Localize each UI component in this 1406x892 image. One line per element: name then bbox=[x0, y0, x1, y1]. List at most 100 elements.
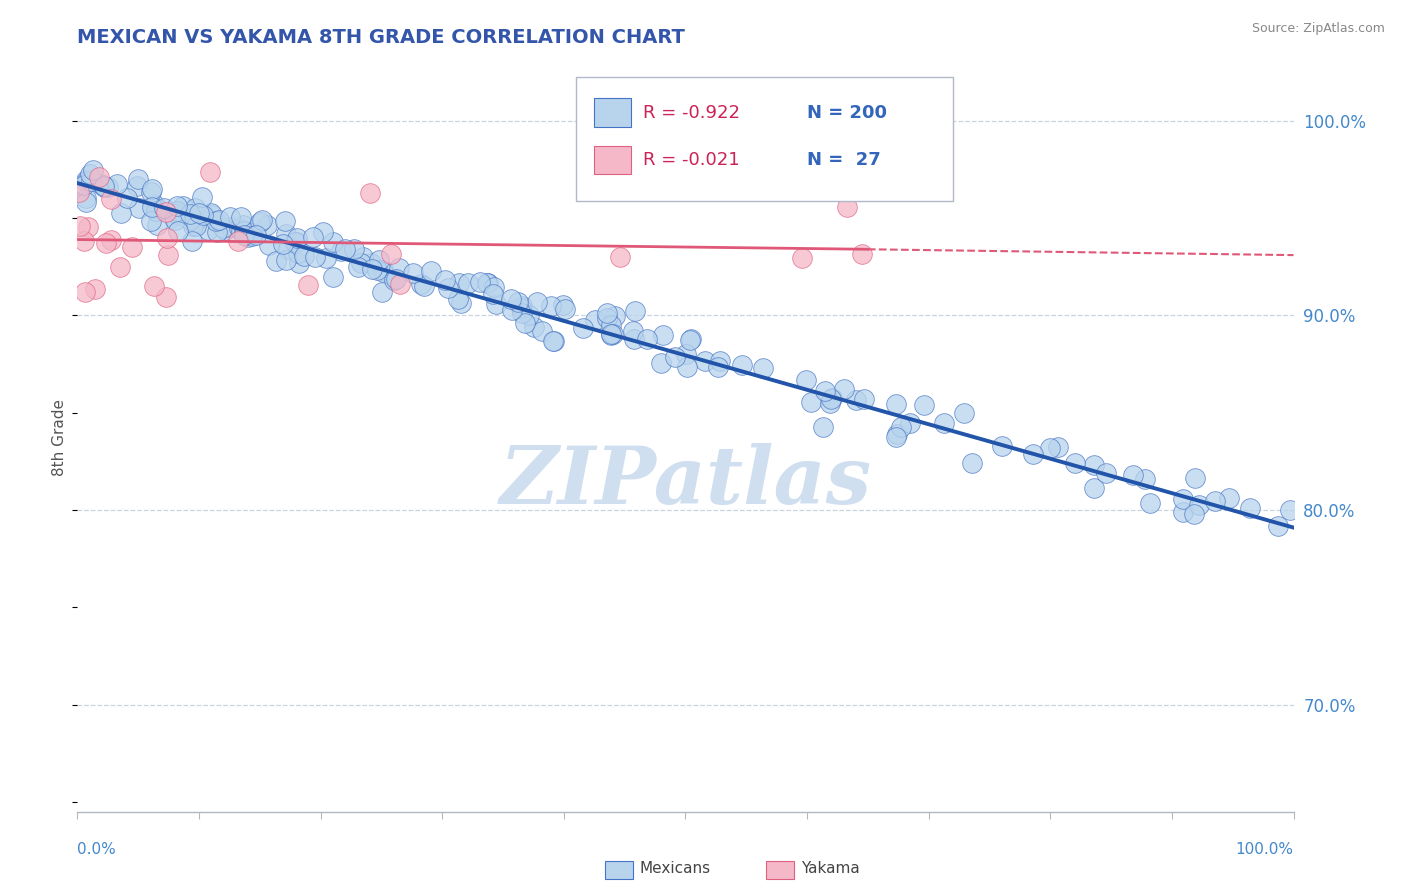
Text: Yakama: Yakama bbox=[801, 862, 860, 876]
Point bbox=[139, 214, 162, 228]
Point bbox=[191, 189, 214, 203]
Point bbox=[1039, 441, 1062, 455]
Point bbox=[141, 182, 163, 196]
Point bbox=[359, 186, 381, 201]
Point bbox=[1083, 481, 1105, 495]
Point bbox=[1184, 471, 1206, 485]
Point bbox=[143, 279, 166, 293]
Text: 100.0%: 100.0% bbox=[1236, 842, 1294, 856]
Point bbox=[128, 201, 150, 215]
Point bbox=[510, 299, 533, 313]
Point bbox=[853, 392, 876, 406]
Point bbox=[155, 231, 177, 245]
Point bbox=[181, 219, 204, 234]
Point bbox=[226, 234, 249, 248]
FancyBboxPatch shape bbox=[576, 78, 953, 201]
Text: R = -0.922: R = -0.922 bbox=[643, 103, 740, 121]
Point bbox=[543, 334, 565, 349]
Point bbox=[832, 382, 855, 396]
Point bbox=[100, 233, 122, 247]
Point bbox=[264, 254, 287, 268]
Point bbox=[153, 201, 176, 215]
Point bbox=[297, 277, 319, 292]
Point bbox=[211, 220, 233, 235]
Point bbox=[1094, 466, 1116, 480]
Point bbox=[1182, 507, 1205, 521]
Point bbox=[380, 246, 402, 260]
Point bbox=[851, 247, 873, 261]
Point bbox=[932, 416, 955, 430]
Point bbox=[145, 203, 167, 218]
Point bbox=[271, 236, 294, 251]
Point bbox=[100, 193, 122, 207]
Point bbox=[501, 303, 523, 318]
Point bbox=[531, 324, 554, 338]
Point bbox=[329, 244, 352, 258]
Point bbox=[257, 238, 280, 252]
Point bbox=[288, 256, 311, 270]
Point bbox=[179, 207, 201, 221]
Point bbox=[409, 277, 432, 291]
Point bbox=[322, 269, 344, 284]
Point bbox=[87, 169, 110, 184]
Point bbox=[385, 271, 408, 285]
Point bbox=[402, 266, 425, 280]
Point bbox=[651, 328, 673, 343]
Point bbox=[184, 214, 207, 228]
Point bbox=[240, 227, 263, 241]
Point bbox=[256, 218, 278, 232]
Point bbox=[75, 173, 97, 187]
Point bbox=[912, 398, 935, 412]
Point bbox=[76, 219, 98, 234]
Point bbox=[304, 250, 326, 264]
Point bbox=[599, 318, 621, 332]
Point bbox=[583, 313, 606, 327]
Point bbox=[600, 326, 623, 341]
Point bbox=[437, 281, 460, 295]
Point bbox=[953, 406, 976, 420]
Point bbox=[551, 298, 574, 312]
Point bbox=[322, 235, 344, 250]
Text: Mexicans: Mexicans bbox=[640, 862, 711, 876]
Text: MEXICAN VS YAKAMA 8TH GRADE CORRELATION CHART: MEXICAN VS YAKAMA 8TH GRADE CORRELATION … bbox=[77, 28, 685, 47]
Point bbox=[371, 262, 394, 277]
Point bbox=[361, 261, 384, 276]
Point bbox=[1239, 501, 1261, 516]
Point bbox=[229, 224, 252, 238]
Point bbox=[600, 327, 623, 342]
Point bbox=[219, 210, 242, 224]
Point bbox=[623, 332, 645, 346]
Point bbox=[184, 219, 207, 233]
Point bbox=[679, 334, 702, 348]
Point bbox=[208, 212, 231, 227]
Point bbox=[731, 358, 754, 372]
Point bbox=[219, 219, 242, 234]
Point bbox=[382, 272, 405, 286]
Point bbox=[240, 229, 263, 244]
Point bbox=[508, 294, 530, 309]
Point bbox=[110, 206, 132, 220]
Point bbox=[155, 205, 177, 219]
Point bbox=[172, 199, 194, 213]
Point bbox=[250, 212, 273, 227]
Point bbox=[75, 194, 97, 209]
Point bbox=[624, 304, 647, 318]
Point bbox=[236, 229, 259, 244]
Point bbox=[419, 264, 441, 278]
Point bbox=[468, 275, 491, 289]
Point bbox=[1022, 448, 1045, 462]
Point bbox=[93, 179, 115, 194]
Point bbox=[84, 282, 107, 296]
Point bbox=[603, 309, 626, 323]
Point bbox=[1205, 494, 1227, 508]
Point bbox=[898, 416, 921, 430]
Point bbox=[1047, 441, 1070, 455]
Point bbox=[94, 235, 117, 250]
Point bbox=[204, 214, 226, 228]
Point bbox=[292, 249, 315, 263]
Point bbox=[200, 206, 222, 220]
Point bbox=[188, 205, 211, 219]
Text: N = 200: N = 200 bbox=[807, 103, 887, 121]
Point bbox=[284, 235, 307, 250]
Point bbox=[811, 420, 834, 434]
